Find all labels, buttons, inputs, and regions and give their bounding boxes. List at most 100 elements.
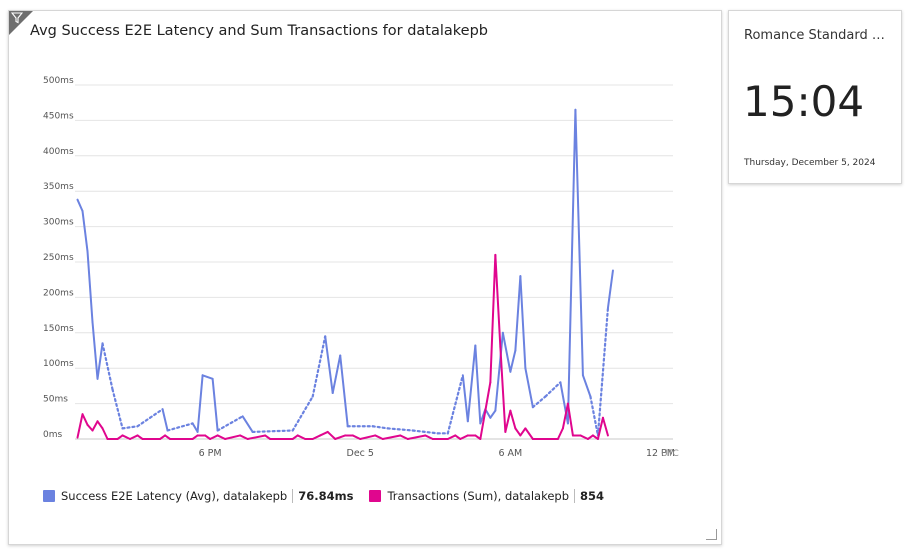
- transactions-line-segment: [239, 434, 249, 440]
- latency-line-segment: [589, 395, 600, 437]
- x-tick-label: 6 PM: [199, 448, 222, 459]
- latency-line-segment: [386, 427, 414, 432]
- transactions-line-segment: [326, 430, 337, 440]
- latency-line-segment: [509, 349, 517, 373]
- y-tick-label: 250ms: [43, 253, 74, 263]
- grid-layer: [75, 84, 673, 440]
- latency-line-segment: [291, 395, 314, 432]
- chart-plot: 0ms 50ms 100ms 150ms 200ms 250ms 300ms 350ms 400…: [43, 76, 679, 459]
- latency-line-segment: [461, 374, 469, 423]
- transactions-line-segment: [509, 409, 517, 430]
- transactions-line-segment: [224, 434, 242, 440]
- transactions-line-segment: [334, 434, 347, 440]
- latency-line-segment: [331, 354, 342, 394]
- transactions-line-segment: [381, 434, 402, 440]
- transactions-line-segment: [399, 434, 409, 440]
- latency-line-segment: [201, 374, 214, 380]
- latency-line-segment: [161, 408, 169, 432]
- latency-line-segment: [121, 425, 139, 430]
- legend-value-transactions: 854: [580, 489, 605, 503]
- clock-timezone: Romance Standard Ti...: [744, 28, 892, 43]
- clock-date: Thursday, December 5, 2024: [744, 158, 876, 168]
- latency-line-segment: [466, 344, 477, 423]
- latency-line-segment: [96, 342, 104, 380]
- transactions-line-segment: [246, 434, 267, 440]
- transactions-line-segment: [216, 434, 227, 440]
- transactions-line-segment: [204, 434, 212, 440]
- latency-line-segment: [489, 409, 497, 419]
- transactions-line-segment: [579, 434, 589, 440]
- legend-item-latency[interactable]: Success E2E Latency (Avg), datalakepb 76…: [43, 489, 353, 503]
- y-tick-label: 150ms: [43, 324, 74, 334]
- transactions-line-segment: [489, 253, 497, 384]
- latency-line-segment: [519, 275, 527, 370]
- transactions-line-segment: [86, 423, 94, 432]
- clock-time: 15:04: [743, 77, 865, 126]
- y-tick-label: 50ms: [43, 395, 68, 405]
- x-tick-label: 6 AM: [498, 448, 522, 459]
- latency-line-segment: [81, 210, 89, 253]
- y-tick-label: 0ms: [43, 430, 62, 440]
- series-layer: [76, 108, 614, 440]
- latency-line-segment: [251, 429, 294, 434]
- latency-line-segment: [216, 415, 244, 432]
- transactions-line-segment: [446, 434, 457, 440]
- transactions-line-segment: [164, 434, 172, 440]
- y-tick-label: 500ms: [43, 76, 74, 86]
- y-tick-label: 350ms: [43, 182, 74, 192]
- transactions-line-segment: [374, 434, 384, 440]
- transactions-line-segment: [424, 434, 434, 440]
- latency-line-segment: [86, 250, 94, 324]
- legend-swatch-transactions: [369, 490, 382, 502]
- chart-title: Avg Success E2E Latency and Sum Transact…: [30, 23, 488, 39]
- latency-line-segment: [241, 415, 254, 433]
- legend-item-transactions[interactable]: Transactions (Sum), datalakepb 854: [369, 489, 604, 503]
- latency-line-segment: [524, 367, 534, 409]
- latency-line-segment: [494, 331, 504, 412]
- y-tick-label: 100ms: [43, 359, 74, 369]
- latency-line-segment: [91, 321, 99, 380]
- transactions-line-segment: [291, 434, 299, 440]
- latency-line-segment: [196, 374, 204, 433]
- latency-line-segment: [544, 381, 562, 398]
- chart-tile[interactable]: Avg Success E2E Latency and Sum Transact…: [8, 10, 722, 545]
- transactions-line-segment: [81, 413, 89, 426]
- clock-tile[interactable]: Romance Standard Ti... 15:04 Thursday, D…: [728, 10, 902, 184]
- y-tick-label: 400ms: [43, 147, 74, 157]
- y-tick-label: 450ms: [43, 111, 74, 121]
- latency-line-segment: [514, 275, 522, 352]
- legend-label-latency: Success E2E Latency (Avg), datalakepb: [61, 489, 288, 503]
- transactions-line-segment: [514, 427, 522, 437]
- transactions-line-segment: [601, 416, 609, 437]
- resize-handle-icon[interactable]: [706, 529, 717, 540]
- latency-line-segment: [136, 416, 152, 428]
- transactions-line-segment: [484, 381, 492, 412]
- latency-line-segment: [596, 306, 610, 437]
- transactions-line-segment: [479, 409, 487, 440]
- latency-line-segment: [371, 425, 389, 430]
- transactions-line-segment: [519, 427, 527, 437]
- latency-line-segment: [559, 381, 569, 425]
- transactions-line-segment: [121, 434, 132, 440]
- legend-separator: [574, 489, 576, 503]
- transactions-line-segment: [209, 434, 219, 440]
- latency-line-segment: [76, 198, 84, 213]
- transactions-line-segment: [406, 434, 427, 440]
- latency-line-segment: [111, 388, 124, 430]
- transactions-line-segment: [296, 434, 307, 440]
- latency-line-segment: [411, 429, 439, 435]
- chart-legend: Success E2E Latency (Avg), datalakepb 76…: [43, 489, 604, 503]
- filter-icon[interactable]: [11, 12, 23, 24]
- latency-line-segment: [446, 374, 464, 435]
- latency-line-segment: [166, 422, 194, 432]
- axis-layer: 0ms 50ms 100ms 150ms 200ms 250ms 300ms 350ms 400…: [43, 76, 679, 459]
- latency-line-segment: [311, 335, 327, 398]
- transactions-line-segment: [136, 434, 144, 440]
- transactions-line-segment: [454, 434, 462, 440]
- transactions-line-segment: [561, 402, 569, 430]
- transactions-line-segment: [351, 434, 362, 440]
- latency-line-segment: [474, 344, 482, 425]
- transactions-line-segment: [311, 434, 322, 440]
- transactions-line-segment: [566, 402, 574, 437]
- latency-line-segment: [574, 108, 584, 377]
